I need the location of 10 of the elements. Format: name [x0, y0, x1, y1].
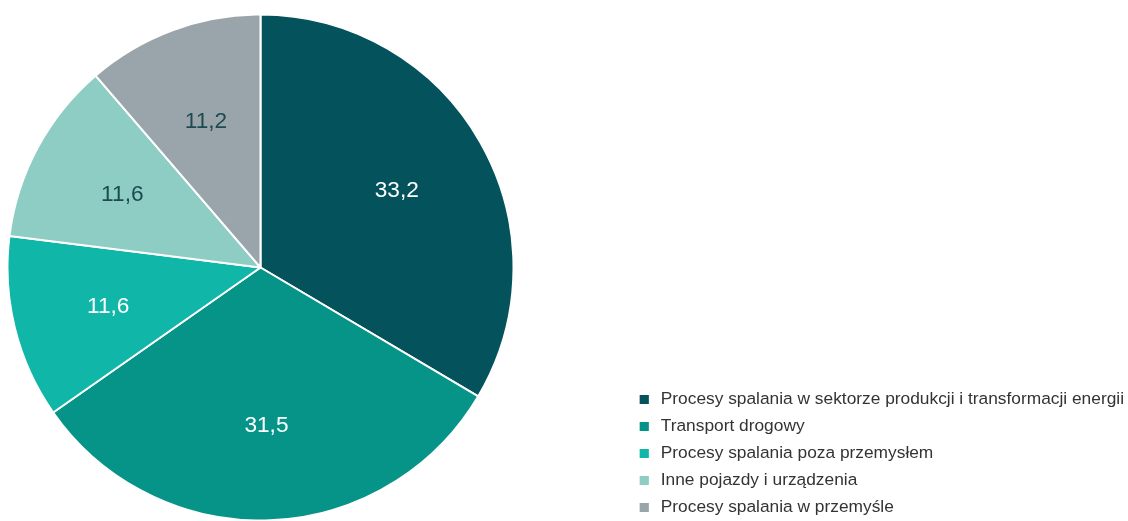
data-label: 11,6 — [101, 179, 144, 206]
data-label: 11,2 — [184, 106, 228, 133]
data-label: 11,6 — [87, 291, 130, 318]
data-label: 31,5 — [244, 410, 289, 437]
legend-label: Inne pojazdy i urządzenia — [660, 469, 858, 490]
legend-label: Procesy spalania w sektorze produkcji i transformacji energii — [660, 388, 1124, 409]
legend-label: Procesy spalania w przemyśle — [660, 496, 894, 517]
legend-label: Procesy spalania poza przemysłem — [660, 442, 934, 463]
legend-label: Transport drogowy — [660, 415, 805, 436]
data-label: 33,2 — [374, 176, 419, 203]
